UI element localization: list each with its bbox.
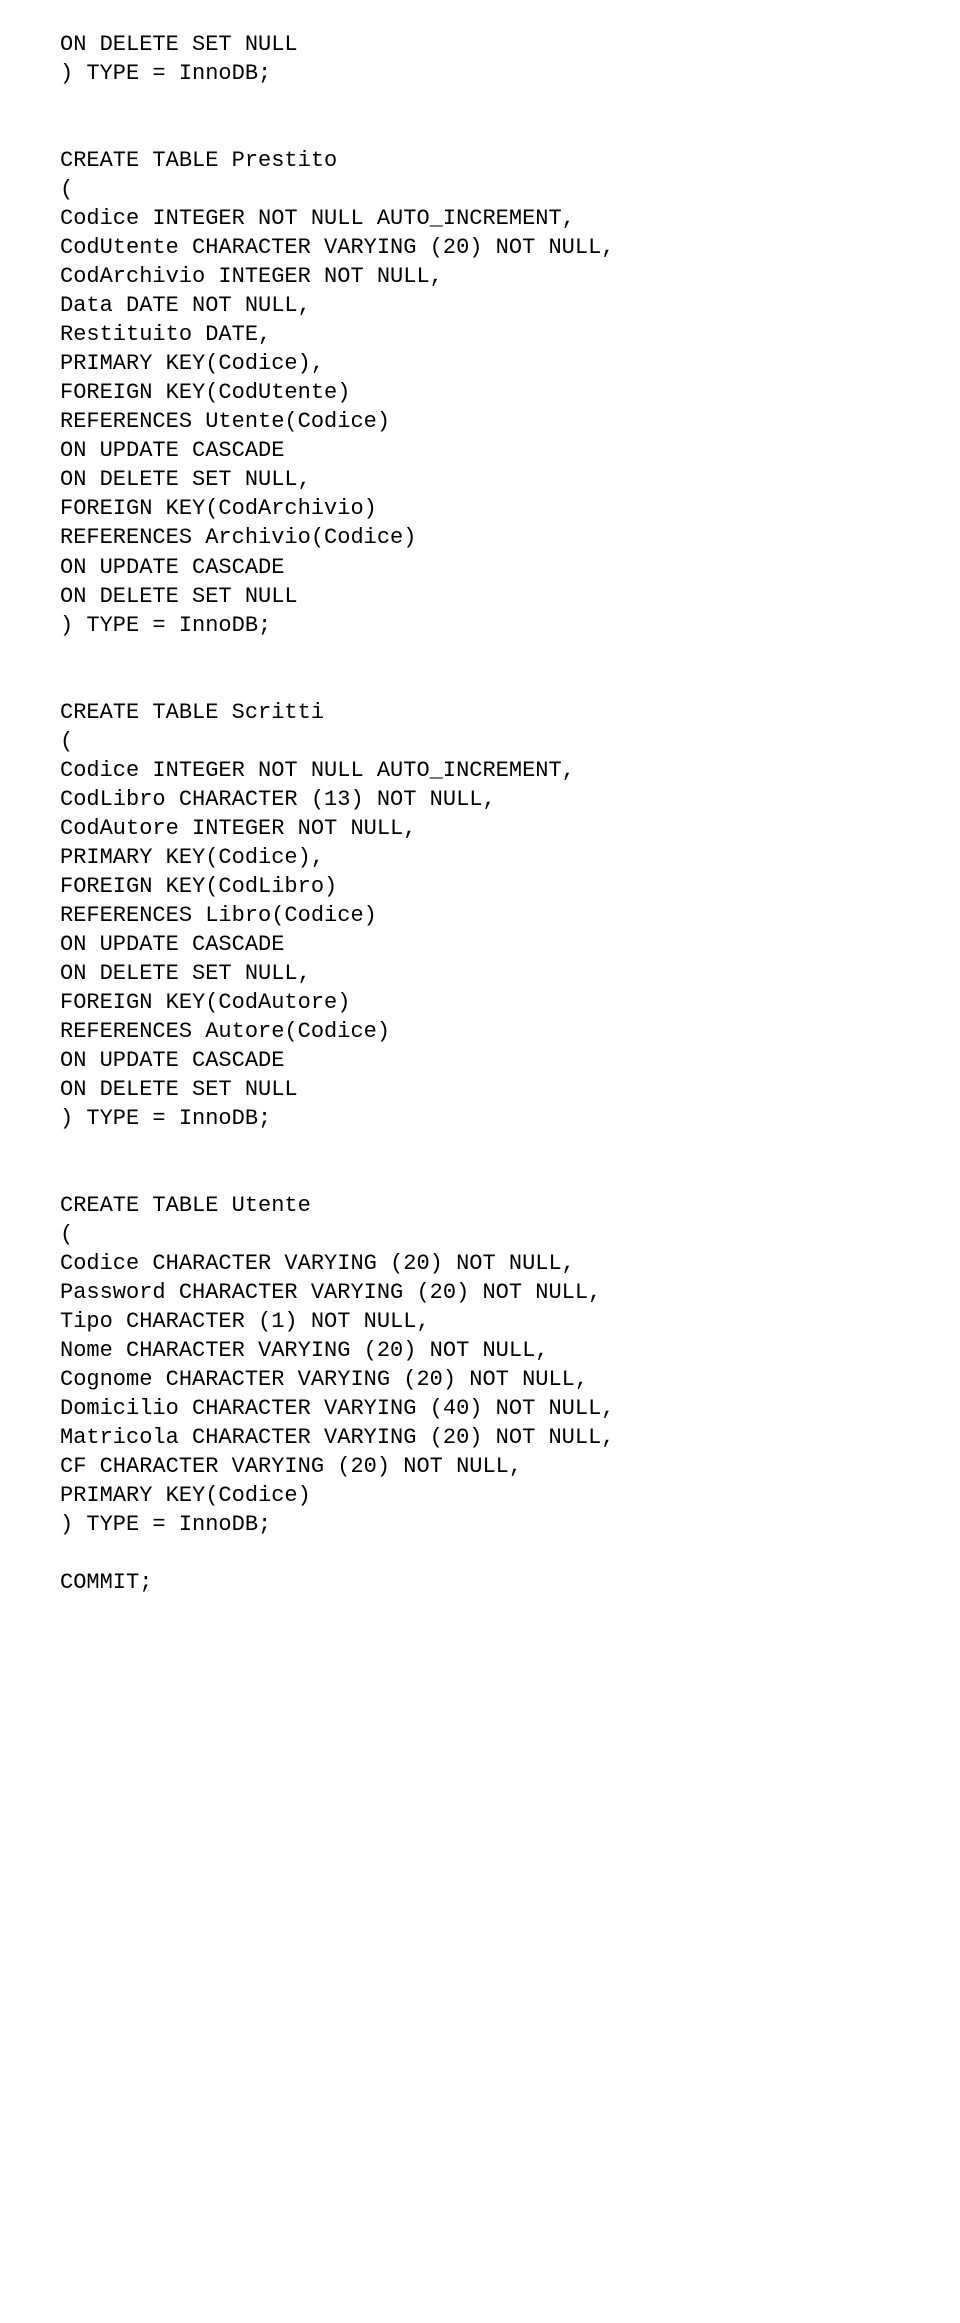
sql-document: ON DELETE SET NULL ) TYPE = InnoDB; CREA… (60, 30, 900, 1598)
code-block-1: CREATE TABLE Prestito ( Codice INTEGER N… (60, 146, 900, 640)
code-block-2: CREATE TABLE Scritti ( Codice INTEGER NO… (60, 698, 900, 1133)
code-block-0: ON DELETE SET NULL ) TYPE = InnoDB; (60, 30, 900, 88)
code-block-3: CREATE TABLE Utente ( Codice CHARACTER V… (60, 1191, 900, 1597)
